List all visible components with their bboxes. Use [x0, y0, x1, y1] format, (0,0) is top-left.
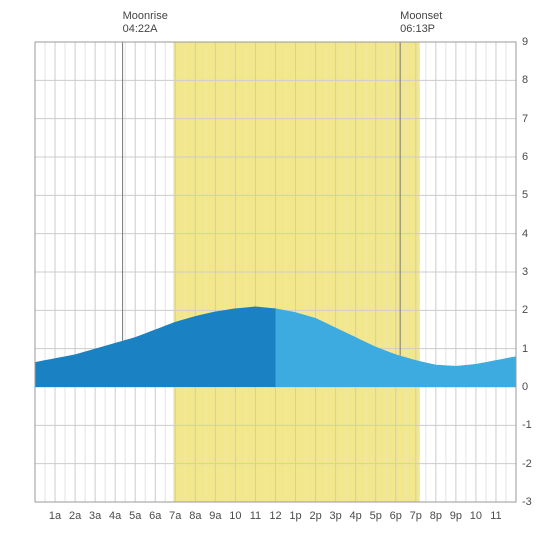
x-tick-label: 11	[250, 510, 261, 522]
y-tick-label: 4	[522, 228, 528, 240]
y-tick-label: 6	[522, 151, 528, 163]
y-tick-label: 2	[522, 304, 528, 316]
y-tick-label: -1	[522, 419, 532, 431]
chart-svg	[0, 0, 550, 550]
y-tick-label: 5	[522, 189, 528, 201]
moonrise-annotation: Moonrise 04:22A	[123, 10, 168, 36]
moonset-label: Moonset	[400, 10, 442, 23]
y-tick-label: 8	[522, 74, 528, 86]
x-tick-label: 8a	[189, 510, 201, 522]
x-tick-label: 4p	[350, 510, 362, 522]
x-tick-label: 6a	[149, 510, 161, 522]
moonset-annotation: Moonset 06:13P	[400, 10, 442, 36]
x-tick-label: 5p	[370, 510, 382, 522]
x-tick-label: 1a	[49, 510, 61, 522]
x-tick-label: 11	[490, 510, 501, 522]
x-tick-label: 4a	[109, 510, 121, 522]
x-tick-label: 7p	[410, 510, 422, 522]
x-tick-label: 3p	[330, 510, 342, 522]
y-tick-label: 1	[522, 343, 528, 355]
x-tick-label: 9a	[209, 510, 221, 522]
x-tick-label: 6p	[390, 510, 402, 522]
y-tick-label: -3	[522, 496, 532, 508]
x-tick-label: 5a	[129, 510, 141, 522]
x-tick-label: 8p	[430, 510, 442, 522]
y-tick-label: 3	[522, 266, 528, 278]
x-tick-label: 2p	[309, 510, 321, 522]
y-tick-label: -2	[522, 458, 532, 470]
x-tick-label: 10	[470, 510, 482, 522]
x-tick-label: 12	[269, 510, 281, 522]
moonrise-time: 04:22A	[123, 23, 168, 36]
y-tick-label: 0	[522, 381, 528, 393]
x-tick-label: 10	[229, 510, 241, 522]
moonrise-label: Moonrise	[123, 10, 168, 23]
x-tick-label: 2a	[69, 510, 81, 522]
y-tick-label: 9	[522, 36, 528, 48]
tide-chart: Moonrise 04:22A Moonset 06:13P 1a 2a 3a 4a 5…	[0, 0, 550, 550]
moonset-time: 06:13P	[400, 23, 442, 36]
x-tick-label: 1p	[289, 510, 301, 522]
x-tick-label: 7a	[169, 510, 181, 522]
x-tick-label: 3a	[89, 510, 101, 522]
x-tick-label: 9p	[450, 510, 462, 522]
y-tick-label: 7	[522, 113, 528, 125]
